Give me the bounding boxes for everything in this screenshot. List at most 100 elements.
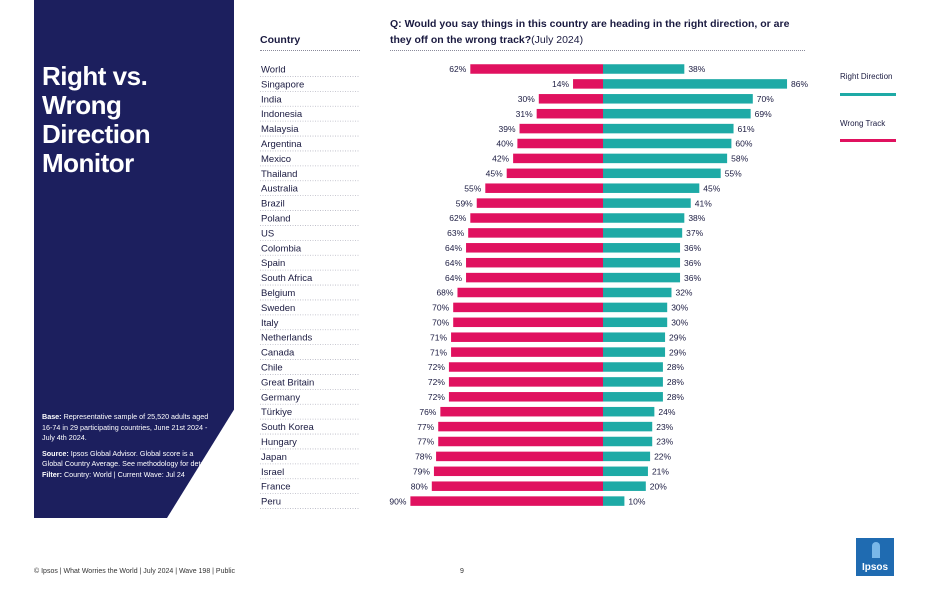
legend-wrong-swatch <box>840 139 896 142</box>
wrong-track-bar <box>470 64 603 74</box>
right-direction-value: 32% <box>675 288 692 298</box>
wrong-track-value: 55% <box>464 183 481 193</box>
title-line: Monitor <box>42 148 134 178</box>
right-direction-value: 28% <box>667 362 684 372</box>
country-label: Great Britain <box>261 377 314 388</box>
wrong-track-bar <box>466 272 603 283</box>
wrong-track-value: 42% <box>492 154 509 164</box>
wrong-track-bar <box>470 213 603 223</box>
right-direction-value: 30% <box>671 303 688 313</box>
wrong-track-value: 39% <box>499 124 516 134</box>
page-title: Right vs. Wrong Direction Monitor <box>42 62 232 178</box>
base-label: Base: <box>42 412 62 421</box>
country-label: Peru <box>261 497 281 508</box>
wrong-track-bar <box>453 317 603 328</box>
country-label: Sweden <box>261 303 295 314</box>
wrong-track-value: 40% <box>496 139 513 149</box>
right-direction-value: 23% <box>656 437 673 447</box>
right-direction-value: 29% <box>669 332 686 342</box>
legend-right-swatch <box>840 93 896 96</box>
right-direction-bar <box>603 317 668 328</box>
country-label: Brazil <box>261 199 285 210</box>
wrong-track-bar <box>485 183 603 193</box>
filter-label: Filter: <box>42 469 62 479</box>
right-direction-value: 55% <box>725 169 742 179</box>
right-direction-value: 30% <box>671 318 688 328</box>
question-date: (July 2024) <box>531 34 584 46</box>
wrong-track-value: 62% <box>449 64 466 74</box>
wrong-track-bar <box>453 302 603 313</box>
right-direction-bar <box>603 257 681 268</box>
country-label: Spain <box>261 258 285 269</box>
country-label: Italy <box>261 318 279 329</box>
right-direction-bar <box>603 183 700 193</box>
right-direction-value: 29% <box>669 347 686 357</box>
wrong-track-bar <box>448 377 603 387</box>
right-direction-bar <box>603 94 753 104</box>
right-direction-value: 86% <box>791 79 808 89</box>
legend-wrong-label: Wrong Track <box>840 119 886 128</box>
right-direction-value: 36% <box>684 273 701 283</box>
wrong-track-bar <box>451 347 603 357</box>
country-label: US <box>261 228 274 239</box>
right-direction-value: 22% <box>654 452 671 462</box>
filter-text: Country: World | Current Wave: Jul 24 <box>63 469 185 479</box>
wrong-track-value: 79% <box>413 467 430 477</box>
methodology-notes: Base: Representative sample of 25,520 ad… <box>42 412 214 486</box>
country-label: Hungary <box>261 437 297 448</box>
wrong-track-bar <box>538 94 603 104</box>
country-column-header: Country <box>260 34 301 46</box>
wrong-track-bar <box>438 421 603 432</box>
wrong-track-value: 64% <box>445 273 462 283</box>
right-direction-bar <box>603 362 663 372</box>
footer-text: © Ipsos | What Worries the World | July … <box>34 568 235 575</box>
right-direction-value: 28% <box>667 377 684 387</box>
wrong-track-value: 14% <box>552 79 569 89</box>
right-direction-value: 21% <box>652 467 669 477</box>
wrong-track-value: 31% <box>516 109 533 119</box>
country-label: Netherlands <box>261 333 312 344</box>
right-direction-bar <box>603 496 625 506</box>
country-label: France <box>261 482 291 493</box>
right-direction-bar <box>603 406 655 417</box>
page-number: 9 <box>460 568 464 575</box>
wrong-track-value: 30% <box>518 94 535 104</box>
right-direction-value: 20% <box>650 481 667 491</box>
wrong-track-bar <box>513 153 603 164</box>
wrong-track-value: 45% <box>486 169 503 179</box>
right-direction-value: 36% <box>684 243 701 253</box>
wrong-track-value: 76% <box>419 407 436 417</box>
right-direction-value: 28% <box>667 392 684 402</box>
wrong-track-bar <box>436 451 603 462</box>
wrong-track-bar <box>440 406 603 417</box>
right-direction-bar <box>603 466 648 477</box>
wrong-track-bar <box>517 138 603 149</box>
country-label: Singapore <box>261 79 304 90</box>
country-label: South Korea <box>261 422 315 433</box>
right-direction-value: 36% <box>684 258 701 268</box>
wrong-track-bar <box>468 228 603 238</box>
source-text: Ipsos Global Advisor. Global score is a … <box>42 448 214 469</box>
country-label: Mexico <box>261 154 291 165</box>
header-divider <box>260 50 360 51</box>
country-label: India <box>261 94 282 105</box>
wrong-track-bar <box>438 436 603 447</box>
country-label: World <box>261 65 286 76</box>
right-direction-bar <box>603 451 651 462</box>
wrong-track-value: 90% <box>389 496 406 506</box>
question-bold: Q: Would you say things in this country … <box>390 18 790 46</box>
country-label: Colombia <box>261 243 302 254</box>
country-label: Malaysia <box>261 124 299 135</box>
country-label: Australia <box>261 184 299 195</box>
country-label: Poland <box>261 214 291 225</box>
country-label: Thailand <box>261 169 297 180</box>
right-direction-bar <box>603 392 663 402</box>
right-direction-bar <box>603 272 681 283</box>
right-direction-value: 24% <box>658 407 675 417</box>
right-direction-bar <box>603 302 668 313</box>
question-text: Q: Would you say things in this country … <box>390 16 810 48</box>
question-divider <box>390 50 805 51</box>
wrong-track-bar <box>410 496 603 506</box>
wrong-track-value: 72% <box>428 377 445 387</box>
